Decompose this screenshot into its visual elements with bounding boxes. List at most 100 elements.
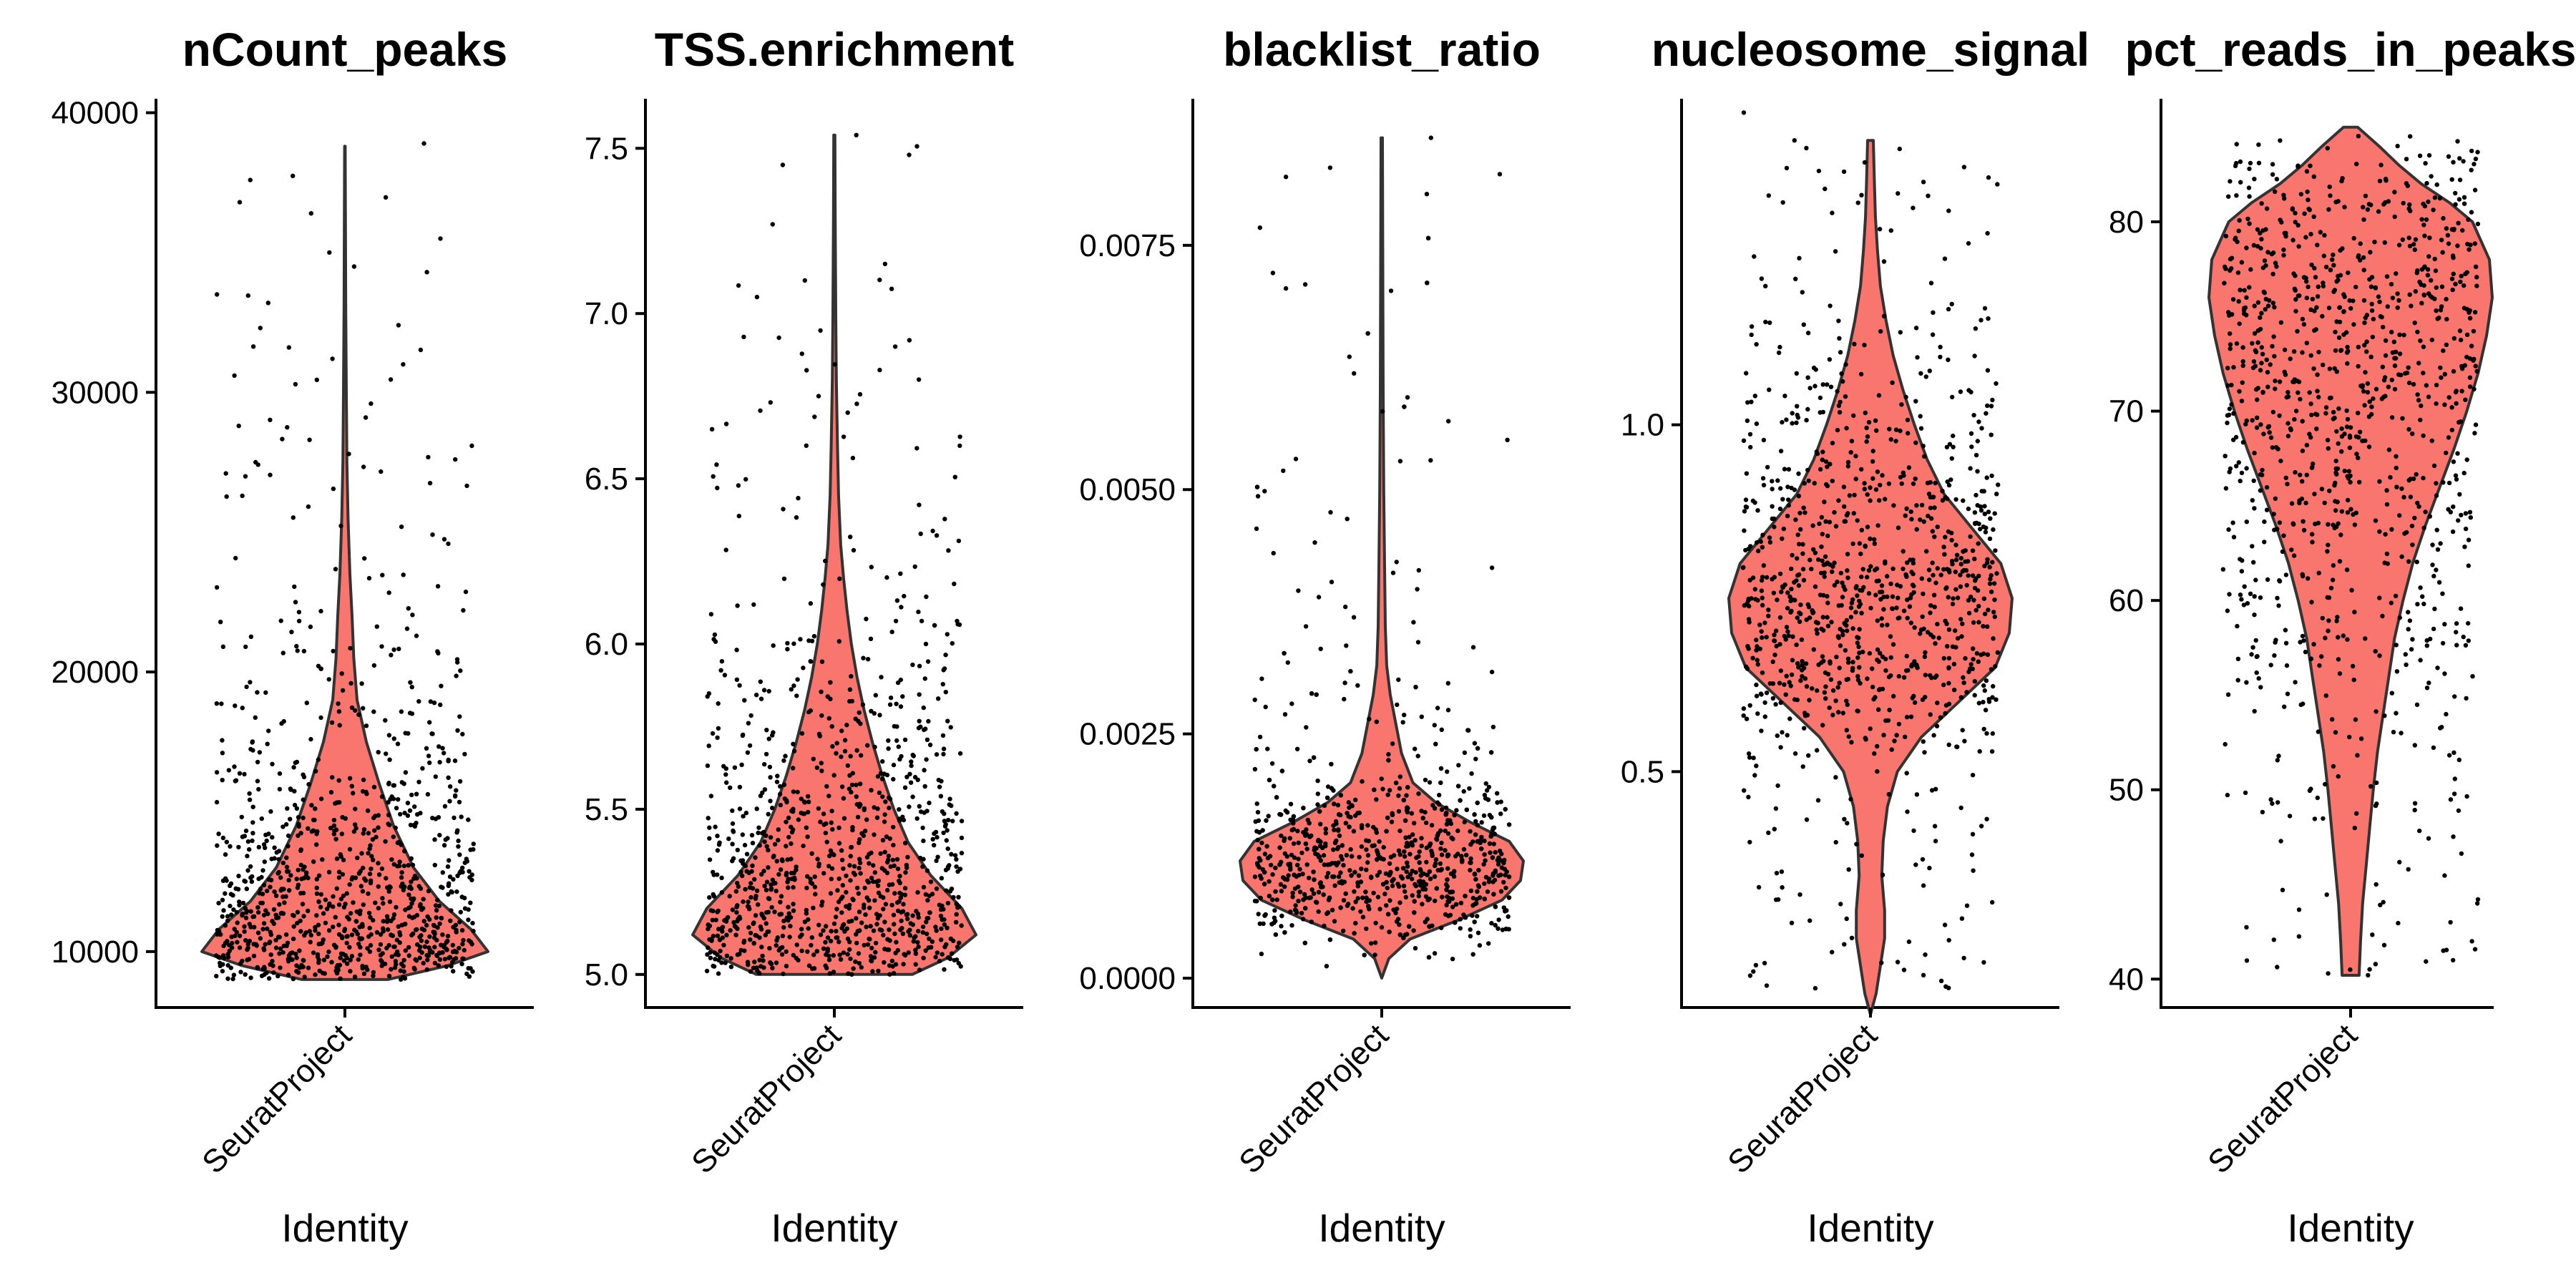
data-point: [1928, 480, 1933, 485]
data-point: [374, 624, 379, 629]
data-point: [1396, 793, 1401, 799]
data-point: [2457, 492, 2462, 497]
data-point: [406, 945, 411, 950]
data-point: [1355, 896, 1360, 901]
data-point: [1747, 755, 1752, 760]
data-point: [2240, 358, 2245, 364]
data-point: [1986, 175, 1991, 180]
data-point: [2442, 402, 2447, 407]
outlier-point: [237, 200, 243, 205]
data-point: [715, 735, 720, 741]
data-point: [2429, 295, 2435, 301]
data-point: [2384, 502, 2390, 507]
data-point: [1963, 655, 1968, 661]
data-point: [2242, 288, 2247, 293]
data-point: [924, 757, 929, 762]
data-point: [1863, 544, 1868, 550]
data-point: [796, 817, 801, 822]
data-point: [2372, 240, 2377, 245]
data-point: [360, 966, 365, 971]
data-point: [237, 933, 243, 939]
data-point: [1825, 672, 1831, 677]
data-point: [2260, 265, 2266, 270]
data-point: [806, 794, 811, 799]
data-point: [1285, 660, 1291, 665]
data-point: [1953, 497, 1958, 502]
data-point: [1365, 853, 1371, 858]
data-point: [1870, 684, 1875, 690]
data-point: [1838, 643, 1843, 648]
data-point: [1953, 542, 1958, 547]
data-point: [1752, 773, 1757, 778]
data-point: [294, 643, 299, 649]
data-point: [2405, 183, 2410, 188]
data-point: [1459, 854, 1464, 859]
data-point: [293, 952, 298, 957]
data-point: [436, 903, 441, 909]
data-point: [411, 914, 417, 919]
data-point: [468, 966, 473, 971]
data-point: [809, 851, 814, 857]
data-point: [2468, 515, 2473, 520]
data-point: [716, 908, 721, 914]
data-point: [766, 929, 771, 935]
data-point: [1790, 552, 1795, 558]
data-point: [1904, 715, 1910, 720]
data-point: [741, 732, 746, 738]
data-point: [1263, 704, 1268, 710]
data-point: [1878, 482, 1883, 488]
data-point: [723, 960, 728, 965]
data-point: [2326, 306, 2332, 311]
data-point: [1468, 856, 1473, 862]
data-point: [1759, 577, 1765, 583]
data-point: [867, 937, 872, 942]
data-point: [2325, 437, 2331, 443]
data-point: [724, 780, 729, 785]
data-point: [294, 955, 299, 960]
data-point: [1757, 623, 1762, 628]
data-point: [766, 847, 771, 853]
data-point: [348, 957, 353, 962]
data-point: [1371, 824, 1376, 830]
data-point: [1317, 809, 1322, 814]
data-point: [1801, 577, 1807, 582]
data-point: [898, 571, 903, 576]
data-point: [1790, 658, 1795, 663]
data-point: [743, 887, 748, 892]
data-point: [244, 910, 249, 915]
data-point: [1911, 590, 1916, 595]
data-point: [1745, 400, 1750, 405]
data-point: [1380, 882, 1386, 887]
data-point: [1328, 509, 1333, 515]
data-point: [2309, 262, 2314, 268]
data-point: [1759, 629, 1764, 634]
data-point: [379, 963, 384, 968]
data-point: [1338, 905, 1343, 910]
outlier-point: [1428, 458, 1433, 463]
data-point: [1473, 819, 1478, 824]
data-point: [1381, 857, 1386, 862]
data-point: [278, 888, 283, 893]
data-point: [314, 877, 319, 882]
data-point: [306, 908, 311, 914]
data-point: [2364, 349, 2369, 354]
data-point: [1387, 788, 1392, 793]
data-point: [706, 922, 711, 927]
data-point: [2322, 233, 2327, 238]
data-point: [2345, 416, 2351, 422]
data-point: [2272, 653, 2277, 658]
data-point: [1859, 527, 1864, 532]
data-point: [1992, 597, 1997, 602]
data-point: [865, 743, 870, 748]
data-point: [2373, 518, 2379, 523]
data-point: [903, 870, 908, 875]
data-point: [1365, 823, 1370, 828]
data-point: [2365, 207, 2371, 212]
data-point: [240, 834, 245, 839]
data-point: [1289, 827, 1294, 833]
data-point: [1835, 389, 1840, 394]
data-point: [1973, 326, 1979, 331]
data-point: [758, 408, 763, 414]
data-point: [1971, 868, 1976, 873]
data-point: [2223, 741, 2228, 747]
